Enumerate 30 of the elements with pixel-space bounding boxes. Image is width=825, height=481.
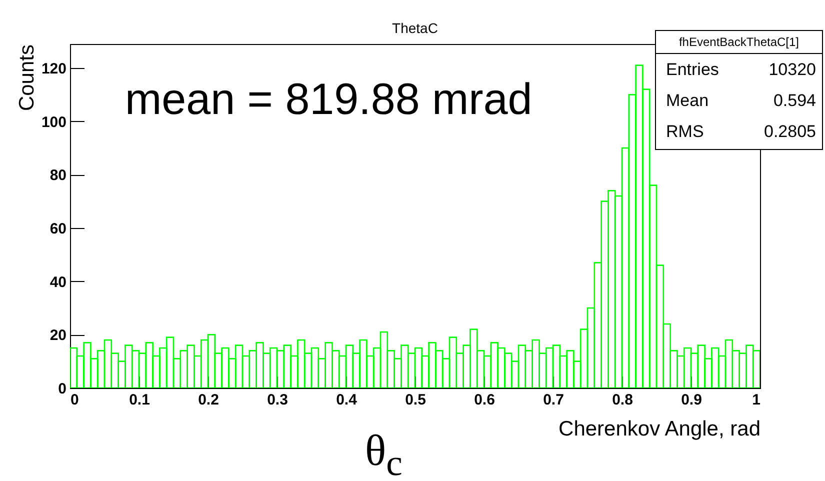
x-tick-label: 1 [752,392,760,408]
text: 10320 [768,59,816,81]
x-tick-label: 0.1 [129,392,150,408]
y-tick-label: 0 [58,380,66,398]
x-tick-label: 0.3 [267,392,288,408]
y-tick-label: 120 [41,60,66,78]
annotation: fhEventBackThetaC[1] [656,31,822,54]
annotation: mean = 819.88 mrad [125,75,532,125]
x-tick-label: 0.6 [474,392,495,408]
text: 0.594 [773,90,816,112]
x-tick-label: 0.9 [681,392,702,408]
x-tick-label: 0.7 [543,392,564,408]
y-tick-label: 20 [50,327,66,344]
x-tick-label: 0 [70,392,79,408]
x-tick-label: 0.4 [336,392,358,408]
chart-title: ThetaC [392,20,438,36]
y-tick-label: 100 [41,114,66,131]
text: θ$_{c}$ [365,425,402,481]
y-tick-label: 40 [50,274,66,291]
y-tick-label: 60 [50,220,66,238]
x-axis-title: Cherenkov Angle, rad [558,418,760,440]
x-tick-label: 0.5 [405,392,426,408]
y-tick-label: 80 [50,167,66,184]
annotation: Entries [666,59,719,81]
x-tick-label: 0.2 [198,392,219,408]
y-axis-title: Counts [15,44,38,112]
text: 0.2805 [764,121,816,143]
annotation: Mean [666,90,709,112]
annotation: RMS [666,121,704,143]
x-tick-label: 0.8 [612,392,633,408]
